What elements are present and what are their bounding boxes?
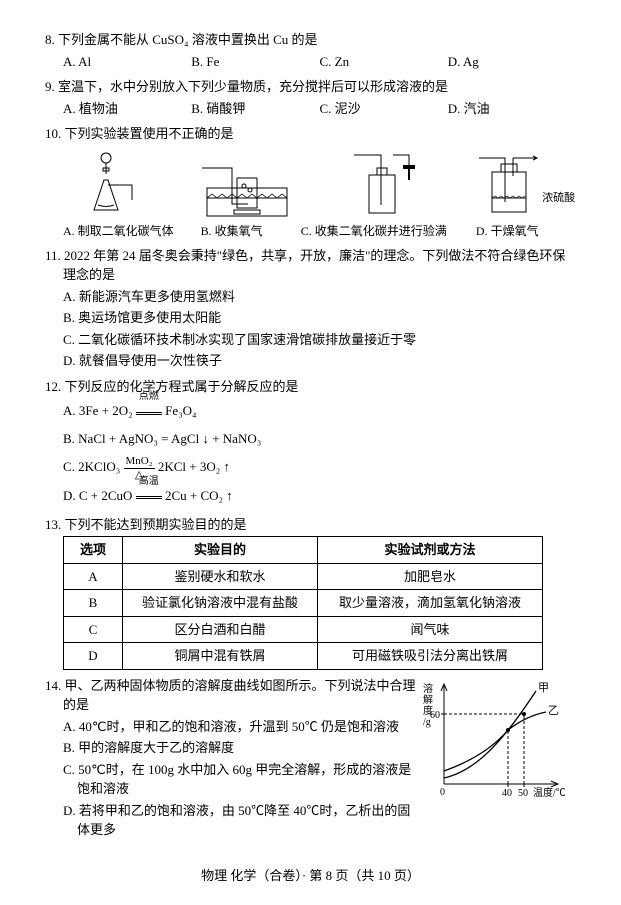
q13-b1: 验证氯化钠溶液中混有盐酸 — [123, 590, 318, 617]
q12-a-left: A. 3Fe + 2O₂ — [63, 403, 136, 418]
q13-a0: A — [64, 563, 123, 590]
q13-h3: 实验试剂或方法 — [318, 537, 543, 564]
q10-apparatus-d: 浓硫酸 — [477, 150, 547, 220]
q13-b0: B — [64, 590, 123, 617]
q12-opt-b: B. NaCl + AgNO₃ = AgCl ↓ + NaNO₃ — [63, 426, 576, 452]
table-row: D 铜屑中混有铁屑 可用磁铁吸引法分离出铁屑 — [64, 643, 543, 670]
q13-h1: 选项 — [64, 537, 123, 564]
q8-opt-d: D. Ag — [448, 52, 576, 72]
q11-opt-b: B. 奥运场馆更多使用太阳能 — [63, 308, 576, 328]
q12-opt-d: D. C + 2CuO 高温 2Cu + CO₂ ↑ — [63, 483, 576, 509]
q10-opt-c: C. 收集二氧化碳并进行验满 — [301, 222, 476, 240]
xlabel: 温度/℃ — [533, 786, 566, 799]
q8-opt-b: B. Fe — [191, 52, 319, 72]
q14-opt-b: B. 甲的溶解度大于乙的溶解度 — [63, 738, 416, 758]
q10-apparatus-c — [349, 150, 419, 220]
q11-options: A. 新能源汽车更多使用氢燃料 B. 奥运场馆更多使用太阳能 C. 二氧化碳循环… — [63, 287, 576, 371]
q8-stem: 8. 下列金属不能从 CuSO₄ 溶液中置换出 Cu 的是 — [45, 30, 576, 50]
q9-opt-d: D. 汽油 — [448, 99, 576, 119]
q13-c2: 闻气味 — [318, 616, 543, 643]
q9-stem: 9. 室温下，水中分别放入下列少量物质，充分搅拌后可以形成溶液的是 — [45, 77, 576, 97]
q10-stem: 10. 下列实验装置使用不正确的是 — [45, 124, 576, 144]
q9-options: A. 植物油 B. 硝酸钾 C. 泥沙 D. 汽油 — [63, 99, 576, 119]
q13-d2: 可用磁铁吸引法分离出铁屑 — [318, 643, 543, 670]
q13-d1: 铜屑中混有铁屑 — [123, 643, 318, 670]
q9-opt-a: A. 植物油 — [63, 99, 191, 119]
q12-c-right: 2KCl + 3O₂ ↑ — [158, 459, 230, 474]
q10-apparatus-b — [202, 160, 292, 220]
question-11: 11. 2022 年第 24 届冬奥会秉持"绿色，共享，开放，廉洁"的理念。下列… — [45, 246, 576, 371]
question-8: 8. 下列金属不能从 CuSO₄ 溶液中置换出 Cu 的是 A. Al B. F… — [45, 30, 576, 71]
q13-table: 选项 实验目的 实验试剂或方法 A 鉴别硬水和软水 加肥皂水 B 验证氯化钠溶液… — [63, 536, 543, 670]
xtick-0: 0 — [440, 787, 445, 798]
q14-graph: 60 0 40 50 甲 乙 溶 解 度 — [416, 676, 576, 842]
table-row: B 验证氯化钠溶液中混有盐酸 取少量溶液，滴加氢氧化钠溶液 — [64, 590, 543, 617]
table-row: A 鉴别硬水和软水 加肥皂水 — [64, 563, 543, 590]
q12-options: A. 3Fe + 2O₂ 点燃 Fe₃O₄ B. NaCl + AgNO₃ = … — [63, 398, 576, 509]
yl-1: 溶 — [423, 682, 433, 695]
q10-opt-a: A. 制取二氧化碳气体 — [63, 222, 201, 240]
yl-4: /g — [423, 717, 431, 728]
q8-options: A. Al B. Fe C. Zn D. Ag — [63, 52, 576, 72]
q9-opt-c: C. 泥沙 — [320, 99, 448, 119]
table-header-row: 选项 实验目的 实验试剂或方法 — [64, 537, 543, 564]
yl-3: 度 — [423, 704, 433, 717]
question-14: 14. 甲、乙两种固体物质的溶解度曲线如图所示。下列说法中合理的是 A. 40℃… — [45, 676, 576, 842]
q12-d-arrow: 高温 — [136, 483, 162, 509]
xtick-50: 50 — [518, 788, 528, 799]
q14-options: A. 40℃时，甲和乙的饱和溶液，升温到 50℃ 仍是饱和溶液 B. 甲的溶解度… — [63, 717, 416, 840]
table-row: C 区分白酒和白醋 闻气味 — [64, 616, 543, 643]
q10-opt-b: B. 收集氧气 — [201, 222, 301, 240]
q12-d-right: 2Cu + CO₂ ↑ — [165, 488, 233, 503]
q8-opt-a: A. Al — [63, 52, 191, 72]
q13-stem: 13. 下列不能达到预期实验目的的是 — [45, 515, 576, 535]
xtick-40: 40 — [502, 788, 512, 799]
question-9: 9. 室温下，水中分别放入下列少量物质，充分搅拌后可以形成溶液的是 A. 植物油… — [45, 77, 576, 118]
q14-opt-d: D. 若将甲和乙的饱和溶液，由 50℃降至 40℃时，乙析出的固体更多 — [63, 801, 416, 840]
q13-a1: 鉴别硬水和软水 — [123, 563, 318, 590]
question-12: 12. 下列反应的化学方程式属于分解反应的是 A. 3Fe + 2O₂ 点燃 F… — [45, 377, 576, 509]
q11-opt-d: D. 就餐倡导使用一次性筷子 — [63, 351, 576, 371]
q8-opt-c: C. Zn — [320, 52, 448, 72]
q14-opt-c: C. 50℃时，在 100g 水中加入 60g 甲完全溶解，形成的溶液是饱和溶液 — [63, 760, 416, 799]
q11-opt-c: C. 二氧化碳循环技术制冰实现了国家速滑馆碳排放量接近于零 — [63, 330, 576, 350]
q14-opt-a: A. 40℃时，甲和乙的饱和溶液，升温到 50℃ 仍是饱和溶液 — [63, 717, 416, 737]
q10-apparatus-a — [84, 150, 144, 220]
q11-stem: 11. 2022 年第 24 届冬奥会秉持"绿色，共享，开放，廉洁"的理念。下列… — [45, 246, 576, 285]
q12-a-arrow: 点燃 — [136, 398, 162, 424]
q11-opt-a: A. 新能源汽车更多使用氢燃料 — [63, 287, 576, 307]
q13-a2: 加肥皂水 — [318, 563, 543, 590]
q12-stem: 12. 下列反应的化学方程式属于分解反应的是 — [45, 377, 576, 397]
question-10: 10. 下列实验装置使用不正确的是 — [45, 124, 576, 240]
q13-b2: 取少量溶液，滴加氢氧化钠溶液 — [318, 590, 543, 617]
q12-a-right: Fe₃O₄ — [165, 403, 196, 418]
page-footer: 物理 化学（合卷）· 第 8 页（共 10 页） — [45, 866, 576, 886]
q13-c0: C — [64, 616, 123, 643]
q10-options: A. 制取二氧化碳气体 B. 收集氧气 C. 收集二氧化碳并进行验满 D. 干燥… — [63, 222, 576, 240]
q12-opt-a: A. 3Fe + 2O₂ 点燃 Fe₃O₄ — [63, 398, 576, 424]
q10-label-acid: 浓硫酸 — [542, 190, 575, 207]
q14-stem: 14. 甲、乙两种固体物质的溶解度曲线如图所示。下列说法中合理的是 — [45, 676, 416, 715]
q13-c1: 区分白酒和白醋 — [123, 616, 318, 643]
q9-opt-b: B. 硝酸钾 — [191, 99, 319, 119]
q12-c-left: C. 2KClO₃ — [63, 459, 124, 474]
q13-h2: 实验目的 — [123, 537, 318, 564]
q12-d-left: D. C + 2CuO — [63, 488, 136, 503]
q10-opt-d: D. 干燥氧气 — [476, 222, 576, 240]
question-13: 13. 下列不能达到预期实验目的的是 选项 实验目的 实验试剂或方法 A 鉴别硬… — [45, 515, 576, 670]
series-yi: 乙 — [548, 704, 559, 717]
q13-d0: D — [64, 643, 123, 670]
yl-2: 解 — [423, 693, 433, 706]
series-jia: 甲 — [538, 682, 549, 694]
q10-apparatus-row: 浓硫酸 — [55, 150, 576, 220]
